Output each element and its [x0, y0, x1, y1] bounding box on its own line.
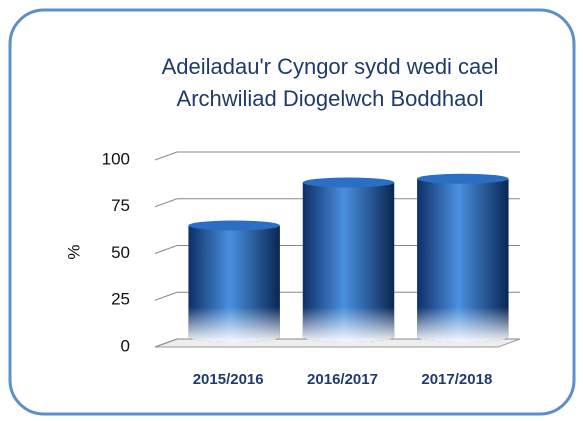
y-tick-label: 75 [111, 196, 130, 215]
y-tick-label: 25 [111, 290, 130, 309]
bar [188, 220, 280, 342]
chart-title: Archwiliad Diogelwch Boddhaol [177, 86, 484, 111]
grid-line [154, 245, 520, 254]
y-axis-label: % [64, 244, 83, 259]
y-tick-label: 0 [121, 336, 130, 355]
grid-line [154, 198, 520, 208]
bar [417, 173, 509, 342]
grid-line [154, 151, 520, 161]
x-tick-label: 2017/2018 [421, 371, 492, 388]
y-tick-label: 100 [102, 149, 130, 168]
y-tick-label: 50 [111, 243, 130, 262]
grid-line [154, 338, 520, 348]
grid-line [154, 291, 520, 301]
bar [302, 177, 395, 342]
chart-title: Adeiladau'r Cyngor sydd wedi cael [162, 54, 499, 79]
x-tick-label: 2016/2017 [307, 371, 378, 388]
x-tick-label: 2015/2016 [193, 371, 264, 388]
